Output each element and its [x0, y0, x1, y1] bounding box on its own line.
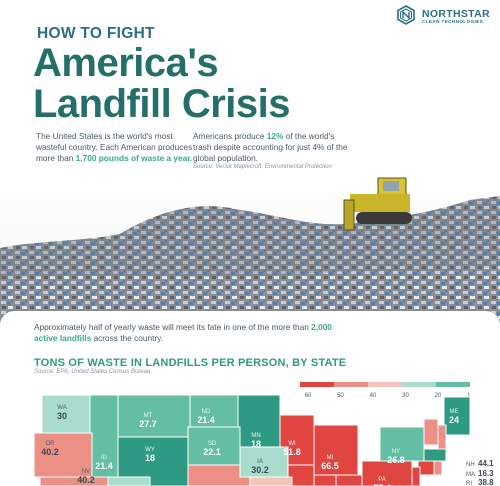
legend-tick-label: 60	[305, 393, 312, 399]
state-code-sd: SD	[208, 441, 217, 447]
legend-tick-label: 50	[337, 393, 344, 399]
us-state-map: WA30OR40.2ID21.4MT27.7WY18NV40.2ND21.4SD…	[33, 395, 494, 486]
state-value-mn: 18	[251, 439, 261, 449]
intro-paragraph: The United States is the world's most wa…	[36, 131, 196, 163]
state-shape-ut	[107, 476, 151, 486]
state-code-nh: NH	[466, 462, 475, 468]
intro-highlight: 1,700 pounds of waste a year.	[75, 152, 193, 163]
hexagon-n-logo-icon	[397, 5, 415, 25]
intro-text: The United States is the world's most wa…	[36, 131, 193, 163]
state-value-pa: 57.4	[373, 483, 391, 486]
landfill-text-after: across the country.	[91, 332, 163, 343]
state-value-nd: 21.4	[197, 415, 215, 425]
state-code-ia: IA	[257, 459, 263, 465]
state-shape-oh	[335, 474, 369, 486]
state-code-wa: WA	[57, 405, 66, 411]
state-shape-wy	[117, 436, 189, 486]
state-shape-mt	[117, 395, 191, 438]
legend-swatch	[436, 382, 470, 387]
state-code-mt: MT	[144, 413, 153, 419]
state-value-ny: 26.8	[387, 455, 405, 465]
state-code-pa: PA	[378, 477, 386, 483]
state-shape-mo	[249, 476, 293, 486]
landfill-photo	[0, 170, 500, 330]
legend-tick-label: 30	[402, 393, 409, 399]
chart-source: Source: EPA, United States Census Bureau	[34, 369, 151, 375]
stat-text-after: of the world's trash despite accounting …	[193, 131, 348, 163]
legend-swatch	[368, 382, 402, 387]
stat-paragraph: Americans produce 12% of the world's tra…	[193, 131, 353, 163]
state-shape-ne	[187, 464, 251, 486]
stat-highlight: 12%	[266, 131, 284, 141]
landfill-text-before: Approximately half of yearly waste will …	[34, 322, 312, 332]
legend-swatch	[300, 382, 334, 387]
state-value-nh: 44.1	[478, 459, 494, 468]
legend-tick-label: 40	[370, 393, 377, 399]
state-shape-nv	[39, 476, 119, 486]
state-code-mn: MN	[251, 433, 260, 439]
legend-swatch	[402, 382, 436, 387]
page-title-line1: America's	[33, 41, 219, 85]
state-value-ri: 38.8	[478, 478, 494, 486]
state-value-wy: 18	[145, 453, 155, 463]
state-shape-nj	[411, 466, 421, 486]
state-value-nv: 40.2	[77, 475, 95, 485]
state-code-me: ME	[450, 409, 459, 415]
bulldozer-icon	[343, 177, 412, 231]
state-code-mi: MI	[327, 455, 334, 461]
stat-text-before: Americans produce	[193, 131, 267, 141]
state-shape-me	[443, 396, 471, 436]
state-code-nd: ND	[202, 409, 211, 415]
state-code-nv: NV	[82, 469, 90, 475]
brand-name: NORTHSTAR	[422, 8, 490, 20]
state-code-ma: MA	[466, 472, 475, 478]
state-code-ri: RI	[466, 481, 472, 486]
state-code-wi: WI	[288, 441, 296, 447]
chart-legend: 60 50 40 30 20 10	[300, 382, 470, 399]
state-value-sd: 22.1	[203, 447, 221, 457]
state-code-id: ID	[101, 455, 108, 461]
state-value-mt: 27.7	[139, 419, 157, 429]
state-value-id: 21.4	[95, 461, 113, 471]
state-shape-nh	[437, 424, 447, 450]
brand-tagline: CLEAN TECHNOLOGIES	[422, 19, 484, 24]
state-code-or: OR	[46, 441, 56, 447]
state-value-ia: 30.2	[251, 465, 269, 475]
state-value-me: 24	[449, 415, 459, 425]
page-title-line2: Landfill Crisis	[33, 82, 291, 126]
state-shape-in	[313, 474, 337, 486]
state-shape-ma	[423, 448, 447, 462]
brand-logo: NORTHSTAR CLEAN TECHNOLOGIES	[396, 5, 500, 31]
state-shape-il	[287, 464, 315, 486]
state-code-ny: NY	[392, 449, 400, 455]
legend-tick-label: 10	[467, 393, 470, 399]
state-code-wy: WY	[145, 447, 155, 453]
legend-tick-label: 20	[435, 393, 442, 399]
legend-swatch	[334, 382, 368, 387]
state-shape-ri	[433, 460, 443, 476]
page-kicker: HOW TO FIGHT	[37, 25, 155, 42]
landfill-highlight: 2,000 active landfills	[34, 322, 332, 343]
chart-title: TONS OF WASTE IN LANDFILLS PER PERSON, B…	[34, 357, 347, 369]
state-value-wi: 51.8	[283, 447, 301, 457]
state-value-or: 40.2	[41, 447, 59, 457]
state-value-wa: 30	[57, 411, 67, 421]
state-value-mi: 66.5	[321, 461, 339, 471]
state-shape-vt	[423, 418, 439, 446]
landfill-paragraph: Approximately half of yearly waste will …	[34, 322, 334, 344]
state-value-ma: 16.3	[478, 469, 494, 478]
